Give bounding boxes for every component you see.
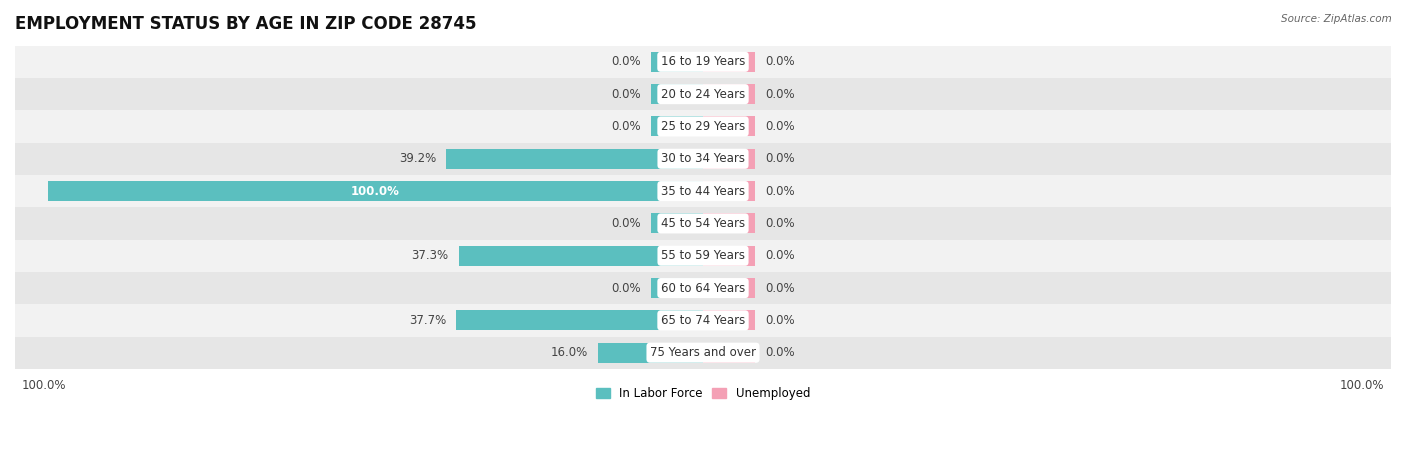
Text: 16 to 19 Years: 16 to 19 Years — [661, 55, 745, 68]
Text: 0.0%: 0.0% — [765, 217, 794, 230]
Text: EMPLOYMENT STATUS BY AGE IN ZIP CODE 28745: EMPLOYMENT STATUS BY AGE IN ZIP CODE 287… — [15, 15, 477, 33]
Bar — [703, 343, 755, 363]
Text: 16.0%: 16.0% — [551, 346, 588, 359]
Text: 100.0%: 100.0% — [21, 379, 66, 392]
Bar — [651, 84, 703, 104]
Text: 37.3%: 37.3% — [412, 249, 449, 262]
Text: 30 to 34 Years: 30 to 34 Years — [661, 152, 745, 165]
Legend: In Labor Force, Unemployed: In Labor Force, Unemployed — [591, 382, 815, 405]
Text: 100.0%: 100.0% — [1340, 379, 1385, 392]
Bar — [703, 213, 755, 234]
Text: 0.0%: 0.0% — [765, 120, 794, 133]
Text: 65 to 74 Years: 65 to 74 Years — [661, 314, 745, 327]
Text: 39.2%: 39.2% — [399, 152, 436, 165]
Bar — [703, 310, 755, 330]
Text: 0.0%: 0.0% — [612, 55, 641, 68]
Bar — [651, 52, 703, 72]
Bar — [15, 143, 1391, 175]
Bar — [15, 78, 1391, 110]
Text: 0.0%: 0.0% — [765, 184, 794, 198]
Text: 37.7%: 37.7% — [409, 314, 446, 327]
Text: 55 to 59 Years: 55 to 59 Years — [661, 249, 745, 262]
Text: 0.0%: 0.0% — [612, 282, 641, 295]
Text: 0.0%: 0.0% — [765, 314, 794, 327]
Text: 0.0%: 0.0% — [765, 152, 794, 165]
Text: 25 to 29 Years: 25 to 29 Years — [661, 120, 745, 133]
Text: 75 Years and over: 75 Years and over — [650, 346, 756, 359]
Bar — [651, 213, 703, 234]
Bar — [703, 149, 755, 169]
Bar — [15, 239, 1391, 272]
Bar — [703, 246, 755, 266]
Bar — [48, 181, 703, 201]
Bar — [15, 337, 1391, 369]
Text: 0.0%: 0.0% — [765, 282, 794, 295]
Bar — [456, 310, 703, 330]
Text: 0.0%: 0.0% — [765, 55, 794, 68]
Text: 0.0%: 0.0% — [765, 346, 794, 359]
Bar — [15, 45, 1391, 78]
Bar — [458, 246, 703, 266]
Bar — [651, 117, 703, 136]
Text: 0.0%: 0.0% — [612, 120, 641, 133]
Bar — [703, 84, 755, 104]
Text: 0.0%: 0.0% — [612, 88, 641, 101]
Bar — [15, 175, 1391, 207]
Bar — [15, 110, 1391, 143]
Text: 100.0%: 100.0% — [352, 184, 399, 198]
Bar — [703, 52, 755, 72]
Text: 45 to 54 Years: 45 to 54 Years — [661, 217, 745, 230]
Text: 20 to 24 Years: 20 to 24 Years — [661, 88, 745, 101]
Bar — [446, 149, 703, 169]
Bar — [15, 304, 1391, 337]
Text: 60 to 64 Years: 60 to 64 Years — [661, 282, 745, 295]
Bar — [703, 181, 755, 201]
Bar — [15, 207, 1391, 239]
Text: Source: ZipAtlas.com: Source: ZipAtlas.com — [1281, 14, 1392, 23]
Bar — [15, 272, 1391, 304]
Bar — [598, 343, 703, 363]
Text: 0.0%: 0.0% — [765, 249, 794, 262]
Text: 0.0%: 0.0% — [612, 217, 641, 230]
Text: 35 to 44 Years: 35 to 44 Years — [661, 184, 745, 198]
Bar — [703, 117, 755, 136]
Text: 0.0%: 0.0% — [765, 88, 794, 101]
Bar — [703, 278, 755, 298]
Bar — [651, 278, 703, 298]
